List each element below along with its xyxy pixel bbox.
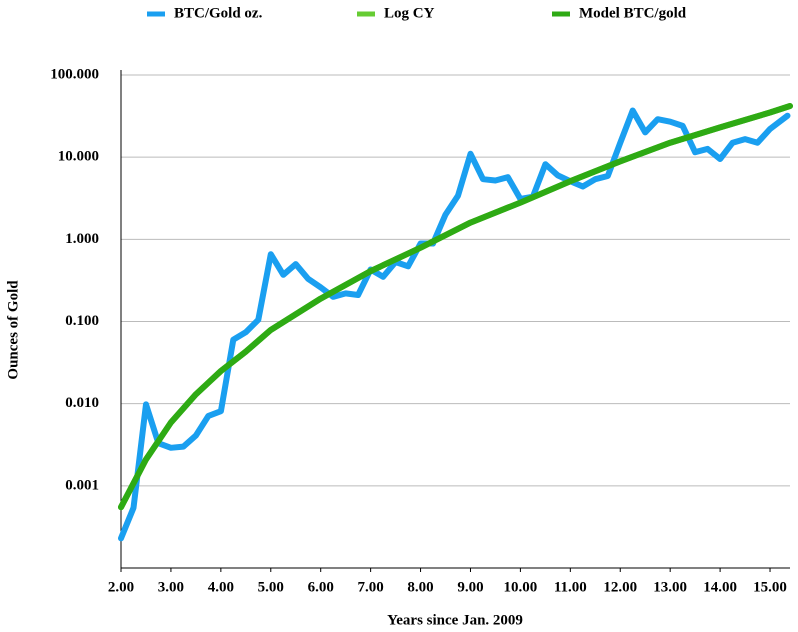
x-tick-label: 11.00 <box>554 579 587 595</box>
x-tick-label: 7.00 <box>358 579 384 595</box>
y-tick-label: 10.000 <box>58 149 99 165</box>
y-tick-label: 0.010 <box>65 395 99 411</box>
x-tick-label: 5.00 <box>258 579 284 595</box>
legend-label: Log CY <box>384 5 435 21</box>
y-tick-label: 0.001 <box>65 477 99 493</box>
x-tick-label: 14.00 <box>703 579 737 595</box>
x-tick-label: 4.00 <box>208 579 234 595</box>
x-tick-label: 9.00 <box>457 579 483 595</box>
y-tick-label: 100.000 <box>50 66 99 82</box>
x-tick-label: 15.00 <box>753 579 787 595</box>
series-line <box>118 107 791 542</box>
x-tick-label: 13.00 <box>653 579 687 595</box>
x-tick-label: 8.00 <box>407 579 433 595</box>
x-tick-label: 2.00 <box>108 579 134 595</box>
y-tick-label: 0.100 <box>65 313 99 329</box>
legend-label: BTC/Gold oz. <box>174 5 263 21</box>
x-tick-label: 6.00 <box>308 579 334 595</box>
series-line <box>118 103 793 511</box>
x-axis-title: Years since Jan. 2009 <box>387 612 523 628</box>
x-tick-label: 3.00 <box>158 579 184 595</box>
y-tick-label: 1.000 <box>65 231 99 247</box>
x-tick-label: 10.00 <box>504 579 538 595</box>
x-tick-label: 12.00 <box>603 579 637 595</box>
series-line <box>118 103 793 511</box>
y-axis-title: Ounces of Gold <box>5 280 21 380</box>
legend-label: Model BTC/gold <box>579 5 687 21</box>
